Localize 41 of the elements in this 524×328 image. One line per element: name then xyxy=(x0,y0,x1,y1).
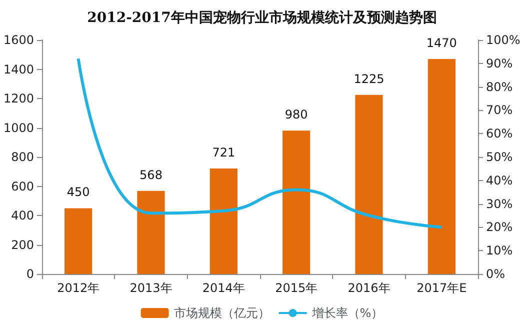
x-tick-label: 2017年E xyxy=(416,281,467,295)
y-tick-label: 600 xyxy=(11,179,34,194)
y-tick-label: 200 xyxy=(11,238,34,252)
x-tick-label: 2015年 xyxy=(275,281,318,295)
y-tick-label: 1400 xyxy=(3,62,34,76)
x-tick-label: 2013年 xyxy=(130,281,172,295)
data-label: 721 xyxy=(212,146,236,160)
y2-tick-label: 20% xyxy=(486,220,513,234)
y-tick-label: 800 xyxy=(11,150,34,164)
y2-tick-label: 50% xyxy=(486,150,513,164)
y-tick-label: 400 xyxy=(11,208,34,222)
y2-tick-label: 10% xyxy=(486,244,513,258)
y2-tick-label: 60% xyxy=(486,126,513,141)
y2-tick-label: 40% xyxy=(486,173,513,188)
bar xyxy=(64,208,92,274)
bar xyxy=(210,168,238,274)
y-tick-label: 1600 xyxy=(3,33,34,47)
y2-tick-label: 80% xyxy=(486,80,513,94)
y-tick-label: 1200 xyxy=(3,92,34,106)
bar xyxy=(137,190,165,274)
y2-tick-label: 100% xyxy=(486,33,520,47)
data-label: 568 xyxy=(140,168,162,182)
legend-label: 市场规模（亿元） xyxy=(174,306,270,320)
legend-label: 增长率（%） xyxy=(310,306,384,320)
data-label: 1470 xyxy=(426,36,457,50)
bar xyxy=(428,59,456,274)
bar xyxy=(282,130,310,274)
data-label: 450 xyxy=(66,185,90,200)
y2-tick-label: 30% xyxy=(486,196,513,211)
x-tick-label: 2014年 xyxy=(202,281,245,295)
data-label: 980 xyxy=(284,108,308,122)
y2-tick-label: 70% xyxy=(486,103,513,118)
y2-tick-label: 90% xyxy=(486,56,513,70)
bar xyxy=(355,94,383,274)
chart-title: 2012-2017年中国宠物行业市场规模统计及预测趋势图 xyxy=(87,9,437,26)
y2-tick-label: 0% xyxy=(486,267,506,281)
y-tick-label: 0 xyxy=(26,267,34,281)
y-tick-label: 1000 xyxy=(3,120,34,135)
x-tick-label: 2012年 xyxy=(57,281,100,295)
x-tick-label: 2016年 xyxy=(348,281,390,295)
data-label: 1225 xyxy=(354,72,384,86)
